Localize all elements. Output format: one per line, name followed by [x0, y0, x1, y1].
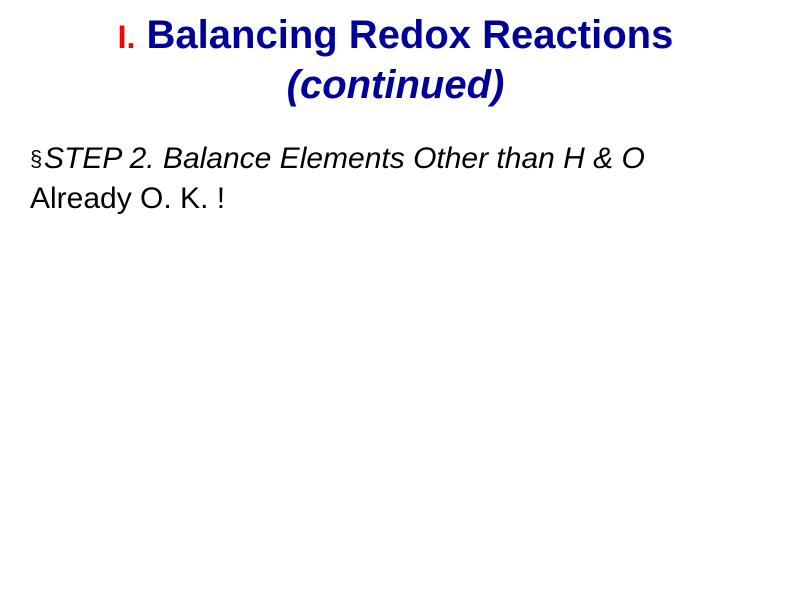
bullet-icon: § — [30, 140, 44, 178]
bullet-row: § STEP 2. Balance Elements Other than H … — [30, 140, 761, 178]
slide-body: § STEP 2. Balance Elements Other than H … — [0, 110, 791, 218]
already-text: Already O. K. ! — [30, 180, 761, 218]
slide: I. Balancing Redox Reactions (continued)… — [0, 0, 791, 609]
title-main-text: Balancing Redox Reactions — [135, 13, 673, 57]
slide-title: I. Balancing Redox Reactions (continued) — [0, 0, 791, 110]
step-text: STEP 2. Balance Elements Other than H & … — [44, 140, 761, 178]
title-roman-numeral: I. — [118, 19, 136, 55]
title-continued: (continued) — [0, 60, 791, 110]
